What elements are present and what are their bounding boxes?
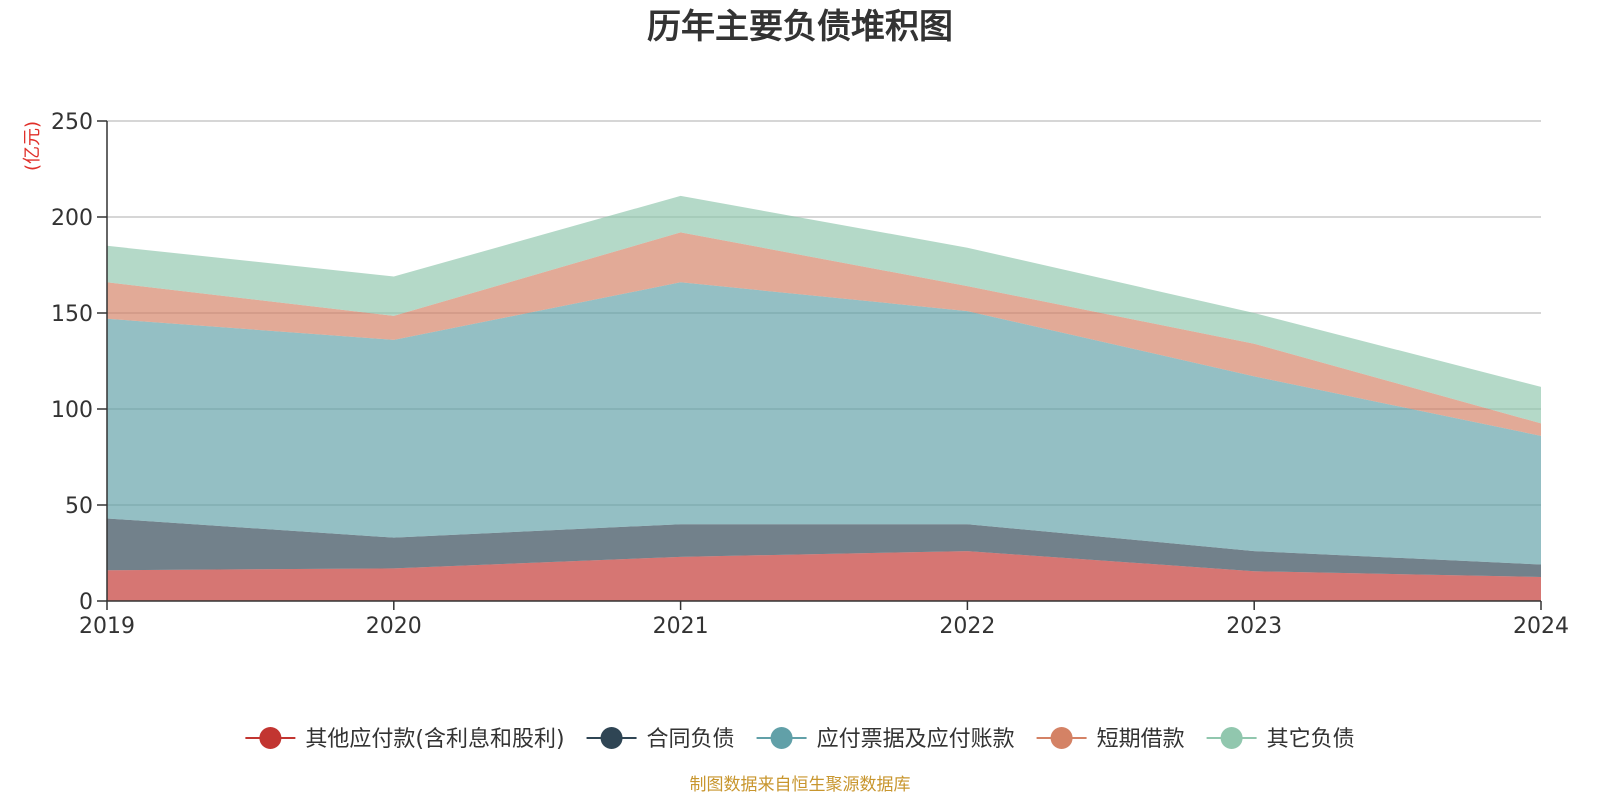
legend-label-0: 其他应付款(含利息和股利) (305, 727, 564, 752)
area-series-1 (107, 518, 1541, 577)
legend-marker-4 (1220, 727, 1243, 749)
y-tick-label-200: 200 (51, 206, 93, 231)
legend-marker-1 (600, 727, 623, 749)
legend-label-4: 其它负债 (1267, 727, 1355, 752)
x-tick-label-2019: 2019 (79, 614, 135, 639)
y-tick-label-50: 50 (65, 494, 93, 519)
stacked-areas (107, 195, 1541, 601)
area-series-2 (107, 282, 1541, 565)
area-series-4 (107, 195, 1541, 424)
area-series-3 (107, 232, 1541, 436)
data-source-note: 制图数据来自恒生聚源数据库 (690, 775, 911, 795)
legend-label-2: 应付票据及应付账款 (817, 727, 1015, 752)
area-series-0 (107, 551, 1541, 601)
x-tick-label-2020: 2020 (366, 614, 422, 639)
chart-title: 历年主要负债堆积图 (647, 7, 953, 47)
y-axis-unit-label: (亿元) (22, 121, 43, 171)
axes: 0 50 100 150 200 250 2019 2020 2021 2022 2023 2024 (51, 110, 1569, 639)
y-tick-label-250: 250 (51, 110, 93, 135)
y-tick-label-150: 150 (51, 302, 93, 327)
legend-label-3: 短期借款 (1097, 727, 1185, 752)
legend-marker-2 (770, 727, 793, 749)
y-tick-label-100: 100 (51, 398, 93, 423)
legend-item-2[interactable]: 应付票据及应付账款 (756, 727, 1015, 752)
legend-label-1: 合同负债 (647, 727, 735, 752)
legend-item-4[interactable]: 其它负债 (1206, 727, 1355, 752)
legend-item-3[interactable]: 短期借款 (1036, 727, 1185, 752)
x-tick-label-2023: 2023 (1226, 614, 1282, 639)
legend[interactable]: 其他应付款(含利息和股利) 合同负债 应付票据及应付账款 短期借款 其它负债 (245, 727, 1355, 752)
y-tick-label-0: 0 (79, 590, 93, 615)
legend-marker-0 (259, 727, 282, 749)
legend-item-1[interactable]: 合同负债 (586, 727, 735, 752)
x-tick-label-2024: 2024 (1513, 614, 1569, 639)
x-tick-label-2022: 2022 (939, 614, 995, 639)
legend-item-0[interactable]: 其他应付款(含利息和股利) (245, 727, 565, 752)
x-tick-label-2021: 2021 (653, 614, 709, 639)
legend-marker-3 (1050, 727, 1073, 749)
